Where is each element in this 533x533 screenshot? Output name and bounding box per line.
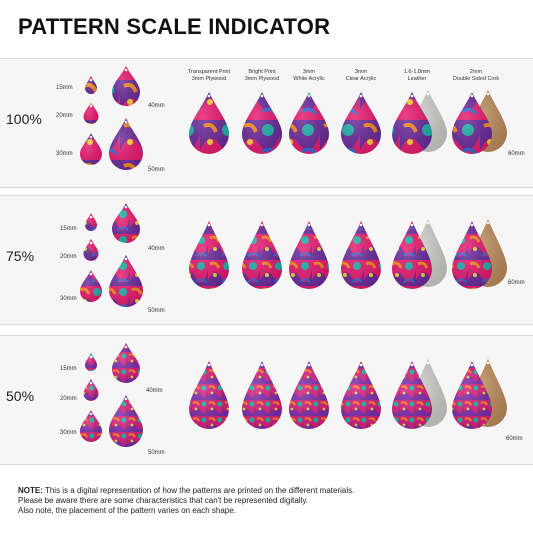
size-label-20mm: 20mm xyxy=(60,396,77,402)
scale-label: 50% xyxy=(6,388,35,404)
size-label-40mm: 40mm xyxy=(146,388,163,394)
size-label-30mm: 30mm xyxy=(60,430,77,436)
size-label-30mm: 30mm xyxy=(56,151,73,157)
material-label-clear-acrylic: 3mm Clear Acrylic xyxy=(345,69,377,82)
material-label-cork: 2mm Double Sided Cork xyxy=(452,69,500,82)
scale-row-100: 100% 15mm 20mm 30mm 40mm 50mm 60mm Trans… xyxy=(0,58,533,188)
size-label-60mm: 60mm xyxy=(506,436,523,442)
size-label-50mm: 50mm xyxy=(148,308,165,314)
scale-label: 100% xyxy=(6,111,42,127)
size-label-20mm: 20mm xyxy=(60,254,77,260)
size-label-15mm: 15mm xyxy=(60,226,77,232)
size-label-15mm: 15mm xyxy=(56,85,73,91)
size-label-30mm: 30mm xyxy=(60,296,77,302)
size-label-15mm: 15mm xyxy=(60,366,77,372)
size-label-50mm: 50mm xyxy=(148,450,165,456)
size-label-40mm: 40mm xyxy=(148,246,165,252)
scale-label: 75% xyxy=(6,248,35,264)
size-label-60mm: 60mm xyxy=(508,151,525,157)
size-label-20mm: 20mm xyxy=(56,113,73,119)
material-label-leather: 1.6-1.8mm Leather xyxy=(403,69,431,82)
scale-row-75: 75% 15mm 20mm 30mm 40mm 50mm 60mm xyxy=(0,195,533,325)
note-text: NOTE: This is a digital representation o… xyxy=(18,486,355,515)
material-label-white-acrylic: 3mm White Acrylic xyxy=(293,69,325,82)
material-label-transparent-plywood: Transparent Print 3mm Plywood xyxy=(187,69,231,82)
scale-row-50: 50% 15mm 20mm 30mm 40mm 50mm 60mm xyxy=(0,335,533,465)
size-label-50mm: 50mm xyxy=(148,167,165,173)
page-title: PATTERN SCALE INDICATOR xyxy=(18,14,331,39)
size-label-60mm: 60mm xyxy=(508,280,525,286)
material-label-bright-plywood: Bright Print 3mm Plywood xyxy=(244,69,280,82)
size-label-40mm: 40mm xyxy=(148,103,165,109)
